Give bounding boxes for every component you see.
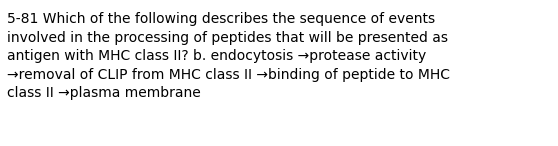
Text: 5-81 Which of the following describes the sequence of events
involved in the pro: 5-81 Which of the following describes th… [7,12,450,100]
